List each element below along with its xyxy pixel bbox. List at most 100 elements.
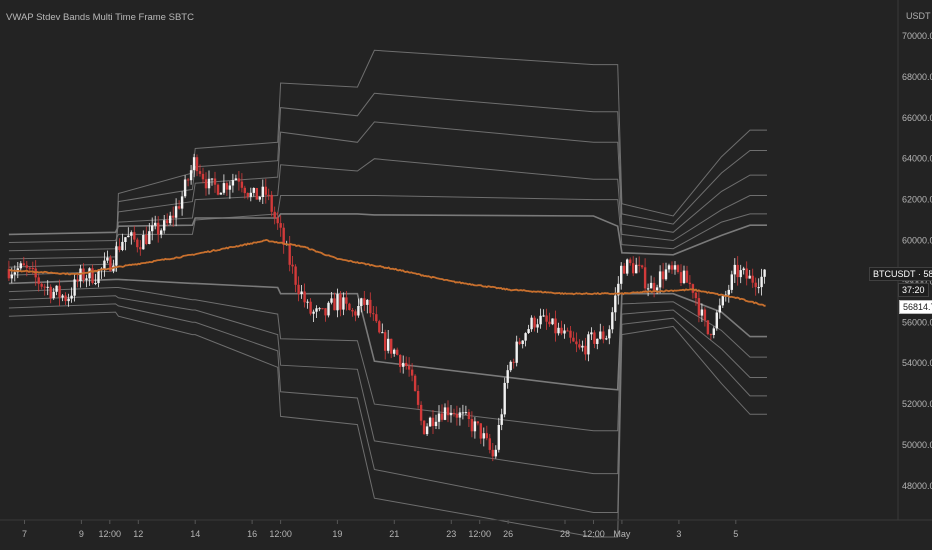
candle-body	[437, 413, 441, 422]
candle-body	[94, 283, 97, 284]
candle-body	[103, 260, 106, 269]
candle-body	[321, 308, 324, 310]
candle-body	[174, 206, 178, 218]
candle-body	[160, 230, 163, 235]
candle-body	[136, 239, 139, 248]
candle-body	[682, 270, 686, 283]
candle-body	[231, 180, 235, 186]
time-tick-label: 23	[446, 529, 456, 539]
candle-body	[85, 278, 88, 280]
candle-body	[336, 294, 339, 311]
candle-body	[40, 283, 43, 287]
candle-body	[177, 206, 181, 209]
candle-body	[673, 265, 677, 270]
candle-countdown-tag: 37:20	[898, 283, 929, 297]
candle-body	[449, 412, 453, 416]
time-tick-label: 12:00	[468, 529, 491, 539]
candle-body	[419, 404, 423, 421]
candle-body	[318, 308, 321, 310]
stdev-band-line	[8, 195, 767, 250]
candle-body	[760, 276, 763, 288]
indicator-title: VWAP Stdev Bands Multi Time Frame SBTC	[6, 12, 194, 23]
candle-body	[67, 298, 70, 302]
candle-body	[216, 184, 220, 195]
candle-body	[428, 417, 432, 427]
candle-body	[413, 375, 417, 392]
stdev-band-line	[8, 121, 767, 260]
candle-body	[757, 287, 760, 289]
candle-body	[620, 265, 623, 284]
candle-body	[736, 264, 739, 278]
candle-body	[246, 193, 249, 197]
candle-body	[431, 417, 435, 426]
candle-body	[195, 157, 199, 172]
time-tick-label: 5	[733, 529, 738, 539]
candle-body	[575, 341, 578, 345]
candle-body	[279, 223, 282, 228]
candle-body	[31, 268, 34, 269]
candle-body	[61, 295, 64, 298]
candle-body	[55, 285, 58, 292]
candle-body	[721, 296, 724, 306]
candle-body	[593, 332, 596, 344]
candle-body	[524, 333, 527, 341]
vwap-series-line	[8, 238, 766, 307]
candle-body	[676, 265, 680, 272]
candle-body	[509, 361, 512, 371]
candle-body	[599, 331, 602, 339]
candle-body	[294, 266, 297, 285]
candle-body	[464, 412, 468, 414]
candle-body	[638, 264, 641, 266]
time-tick-label: 16	[247, 529, 257, 539]
candle-body	[369, 299, 372, 314]
candle-body	[649, 282, 653, 289]
candle-body	[458, 412, 462, 418]
candle-body	[452, 412, 456, 414]
candle-body	[402, 362, 405, 367]
candle-body	[306, 301, 309, 303]
candle-body	[536, 324, 539, 328]
candle-body	[312, 311, 315, 314]
price-tick-label: 68000.00	[902, 72, 932, 82]
stdev-band-line	[8, 49, 767, 276]
vwap-price-tag: 56814.79	[899, 300, 932, 314]
candle-body	[270, 194, 273, 212]
candle-body	[491, 449, 494, 457]
candle-body	[180, 196, 184, 209]
candle-body	[327, 302, 330, 316]
candle-body	[440, 413, 444, 420]
candle-body	[213, 178, 217, 185]
price-tick-label: 62000.00	[902, 195, 932, 205]
time-tick-label: 12:00	[582, 529, 605, 539]
candle-body	[264, 186, 267, 195]
candle-body	[324, 308, 327, 316]
candle-body	[282, 227, 285, 245]
candle-body	[172, 215, 175, 218]
stdev-band-line	[8, 287, 767, 432]
candle-body	[333, 298, 336, 311]
candle-body	[46, 286, 49, 288]
candle-body	[709, 334, 713, 336]
candle-body	[739, 270, 742, 278]
candle-body	[590, 332, 593, 335]
candle-body	[635, 264, 638, 274]
candle-body	[88, 268, 91, 279]
candle-body	[142, 235, 145, 250]
candle-body	[399, 355, 402, 367]
candle-body	[384, 332, 387, 351]
candle-body	[183, 179, 187, 197]
candle-body	[626, 259, 629, 274]
candle-body	[614, 295, 617, 313]
price-tick-label: 52000.00	[902, 399, 932, 409]
candle-body	[219, 192, 223, 195]
time-axis-labels: 7 9 12:00 12 14 16 12:00 19 21 23 12:00 26 28 12:00 Ma…	[22, 520, 738, 539]
candle-body	[703, 309, 707, 321]
candle-body	[527, 329, 530, 333]
time-tick-label: 12	[133, 529, 143, 539]
candle-body	[494, 449, 497, 457]
candle-body	[446, 407, 450, 416]
candle-body	[378, 321, 381, 333]
candle-body	[237, 178, 241, 182]
